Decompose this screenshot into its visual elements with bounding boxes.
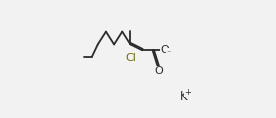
Text: O: O — [161, 45, 169, 55]
Text: +: + — [184, 88, 191, 97]
Text: O: O — [154, 66, 163, 76]
Text: ⁻: ⁻ — [167, 48, 171, 57]
Text: K: K — [180, 90, 188, 103]
Text: Cl: Cl — [125, 53, 136, 63]
